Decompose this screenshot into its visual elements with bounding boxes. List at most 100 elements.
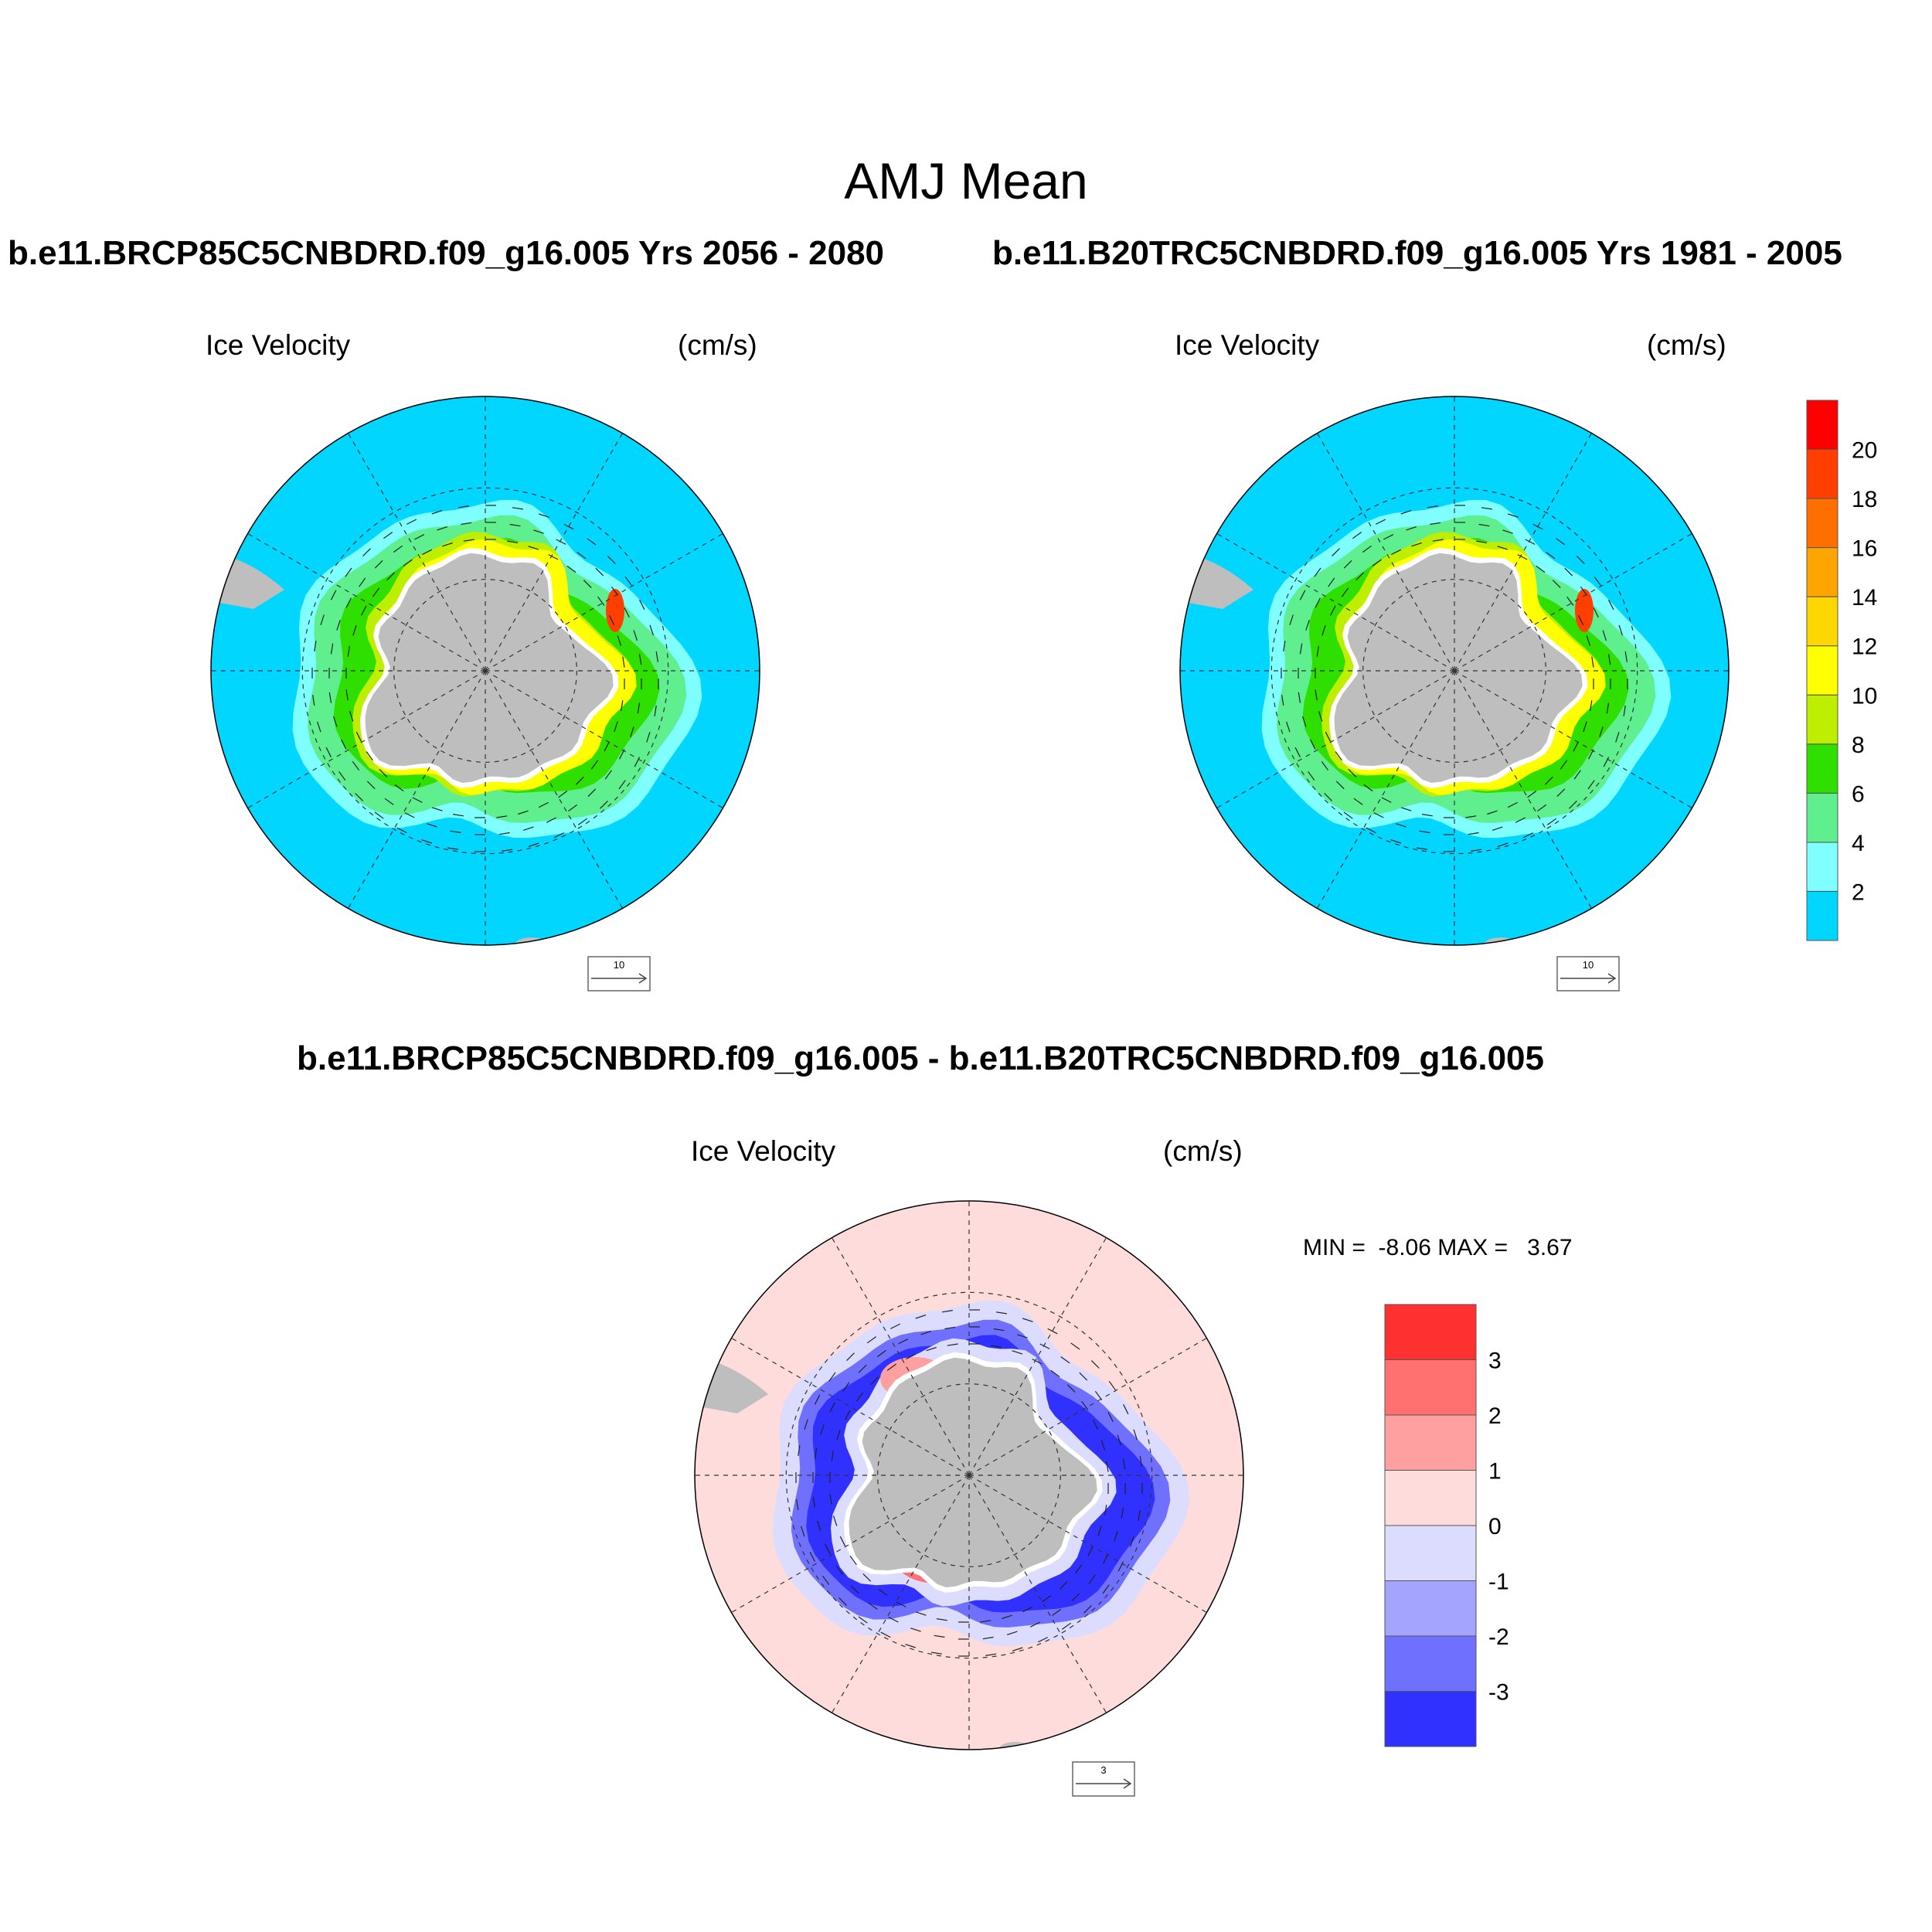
vector-arrow: [1092, 1420, 1099, 1430]
vector-arrow: [1029, 1621, 1040, 1628]
vector-arrow: [452, 814, 464, 817]
colorbar-tick-label: 6: [1852, 781, 1865, 807]
antarctica-landmass: [1334, 553, 1583, 783]
vector-arrow: [1481, 507, 1492, 510]
vector-arrow: [1094, 1390, 1103, 1400]
vector-arrow: [533, 529, 544, 534]
vector-arrow: [1061, 1622, 1072, 1630]
vector-arrow: [905, 1644, 916, 1648]
map-border: [694, 1200, 1244, 1750]
vector-arrow: [814, 1447, 818, 1459]
vector-arrow: [829, 1494, 832, 1505]
vector-arrow: [850, 1585, 859, 1594]
vector-arrow: [812, 1496, 816, 1508]
vector-arrow: [1316, 645, 1319, 657]
vector-arrow: [1515, 817, 1526, 823]
vector-arrow: [1432, 539, 1444, 542]
vector-arrow: [496, 815, 508, 818]
vector-arrow: [1618, 624, 1623, 636]
vector-arrow: [498, 832, 510, 835]
vector-arrow: [1123, 1404, 1129, 1415]
vector-arrow: [1573, 741, 1579, 752]
vector-arrow: [798, 1445, 801, 1457]
speed-map-historical: [1179, 396, 1730, 946]
vector-arrow: [1299, 643, 1303, 655]
map-border: [1179, 396, 1730, 946]
vector-arrow: [330, 643, 334, 655]
vector-arrow: [361, 605, 367, 616]
vector-arrow: [1497, 842, 1509, 847]
vector-arrow: [801, 1526, 805, 1537]
diff-min-max: MIN = -8.06 MAX = 3.67: [1303, 1234, 1573, 1262]
vector-arrow: [1602, 630, 1607, 641]
reference-vector-box: 3: [1072, 1761, 1135, 1797]
vector-arrow: [1560, 760, 1568, 770]
vector-arrow: [1022, 1606, 1032, 1613]
vector-arrow: [814, 1394, 821, 1405]
vector-arrow: [597, 596, 605, 606]
vector-arrow: [829, 1402, 835, 1413]
vector-arrow: [1107, 1412, 1114, 1423]
vector-arrow: [611, 586, 619, 596]
vector-arrow: [633, 630, 638, 641]
vector-arrow: [604, 741, 610, 752]
vector-arrow: [617, 635, 622, 646]
reference-vector-label: 10: [614, 959, 624, 971]
colorbar-swatch: [1806, 547, 1838, 597]
vector-arrow: [341, 739, 347, 750]
vector-arrow: [528, 842, 539, 847]
vector-arrow: [1508, 513, 1519, 518]
vector-arrow: [404, 812, 415, 818]
vector-arrow: [1087, 1546, 1094, 1556]
speed-map-future: [210, 396, 760, 946]
antarctica-landmass: [849, 1357, 1097, 1587]
colorbar-swatch: [1384, 1525, 1477, 1581]
vector-arrow: [1376, 519, 1386, 525]
vector-arrow: [463, 539, 474, 542]
vector-arrow: [349, 711, 354, 722]
vector-arrow: [1624, 651, 1628, 662]
vector-arrow: [1573, 770, 1581, 780]
vector-arrow: [1606, 702, 1610, 714]
vector-arrow: [1353, 798, 1363, 805]
vector-arrow: [384, 798, 394, 805]
colorbar-tick-label: 20: [1852, 438, 1877, 464]
vector-arrow: [839, 1536, 846, 1546]
vector-arrow: [379, 768, 388, 777]
vector-arrow: [1281, 695, 1284, 706]
vector-arrow: [347, 645, 350, 657]
vector-arrow: [1522, 832, 1533, 838]
vector-arrow: [374, 811, 384, 819]
colorbar-tick-label: 4: [1852, 831, 1865, 856]
vector-arrow: [512, 507, 523, 510]
vector-arrow: [1037, 1637, 1048, 1643]
vector-arrow: [608, 615, 615, 626]
ice-speed-max: [1575, 589, 1594, 632]
vector-arrow: [1546, 818, 1557, 825]
vector-arrow: [427, 823, 437, 828]
colorbar-swatch: [1806, 743, 1838, 794]
vector-arrow: [1373, 812, 1384, 818]
vector-arrow: [556, 539, 566, 545]
vector-arrow: [1328, 577, 1335, 587]
vector-arrow: [1569, 800, 1577, 809]
australia-landmass: [998, 1742, 1032, 1750]
vector-arrow: [1576, 556, 1585, 564]
vector-arrow: [577, 552, 587, 560]
vector-arrow: [634, 757, 641, 767]
vector-arrow: [944, 1326, 956, 1330]
vector-arrow: [1517, 554, 1528, 560]
vector-arrow: [831, 1450, 834, 1461]
speed-difference-map: [694, 1200, 1244, 1750]
vector-arrow: [461, 522, 472, 526]
vector-arrow: [1352, 532, 1362, 539]
vector-arrow: [1283, 641, 1286, 652]
vector-arrow: [431, 807, 443, 811]
vector-arrow: [898, 1338, 909, 1345]
vector-arrow: [1039, 1343, 1050, 1349]
vector-arrow: [1083, 1604, 1092, 1614]
vector-arrow: [862, 1573, 872, 1582]
vector-arrow: [1308, 770, 1315, 781]
vector-arrow: [845, 1410, 851, 1420]
min-value: -8.06: [1378, 1235, 1431, 1260]
